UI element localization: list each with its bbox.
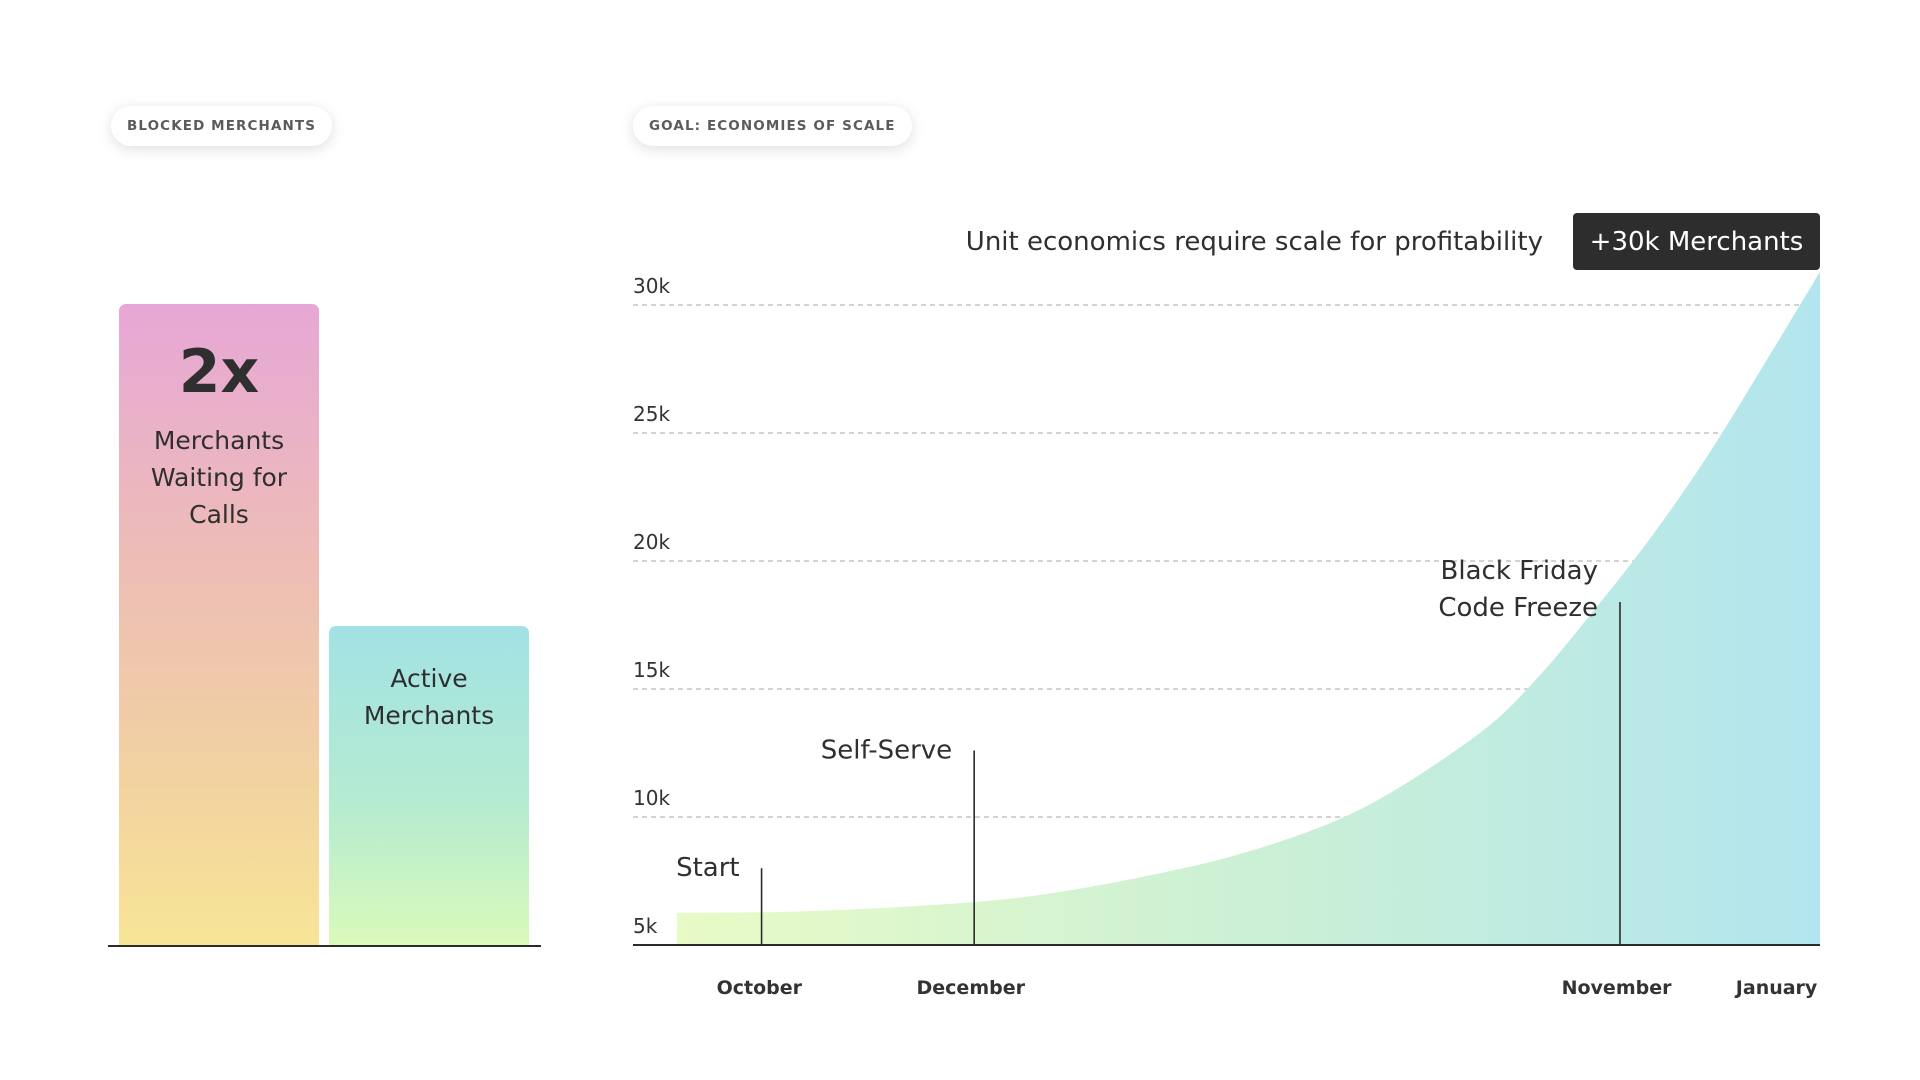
bar-label-line: Merchants: [363, 701, 495, 730]
growth-area: [677, 271, 1820, 946]
bar-active-merchants: Active Merchants: [329, 626, 529, 946]
bar-label-line: Active: [390, 664, 468, 693]
x-tick-label: November: [1562, 977, 1673, 999]
y-tick-label: 20k: [633, 530, 670, 554]
milestone-label: Code Freeze: [1438, 593, 1598, 623]
blocked-merchants-pill: BLOCKED MERCHANTS: [111, 106, 333, 146]
y-tick-label: 30k: [633, 274, 670, 298]
bar-label-merchants-waiting: Merchants Waiting for Calls: [119, 422, 319, 533]
y-tick-label: 5k: [633, 914, 658, 938]
x-tick-label: October: [717, 977, 803, 999]
x-tick-label: December: [917, 977, 1026, 999]
y-tick-label: 10k: [633, 786, 670, 810]
milestone-label: Self-Serve: [821, 735, 952, 765]
bar-merchants-waiting: 2x Merchants Waiting for Calls: [119, 304, 319, 946]
bar-label-active-merchants: Active Merchants: [329, 660, 529, 734]
callout-30k-merchants: +30k Merchants: [1573, 213, 1820, 270]
milestone-label: Black Friday: [1441, 556, 1598, 586]
bar-label-line: Waiting for: [150, 463, 288, 492]
milestone-label: Start: [676, 853, 740, 883]
bar-value-2x: 2x: [178, 337, 260, 407]
chart-subtitle: Unit economics require scale for profita…: [966, 227, 1543, 257]
x-tick-label: January: [1734, 977, 1818, 999]
y-tick-label: 25k: [633, 402, 670, 426]
y-tick-label: 15k: [633, 658, 670, 682]
bar-label-line: Calls: [189, 500, 249, 529]
economies-of-scale-pill: GOAL: ECONOMIES OF SCALE: [633, 106, 912, 146]
bar-label-line: Merchants: [153, 426, 285, 455]
bar-chart-baseline: [108, 945, 541, 947]
